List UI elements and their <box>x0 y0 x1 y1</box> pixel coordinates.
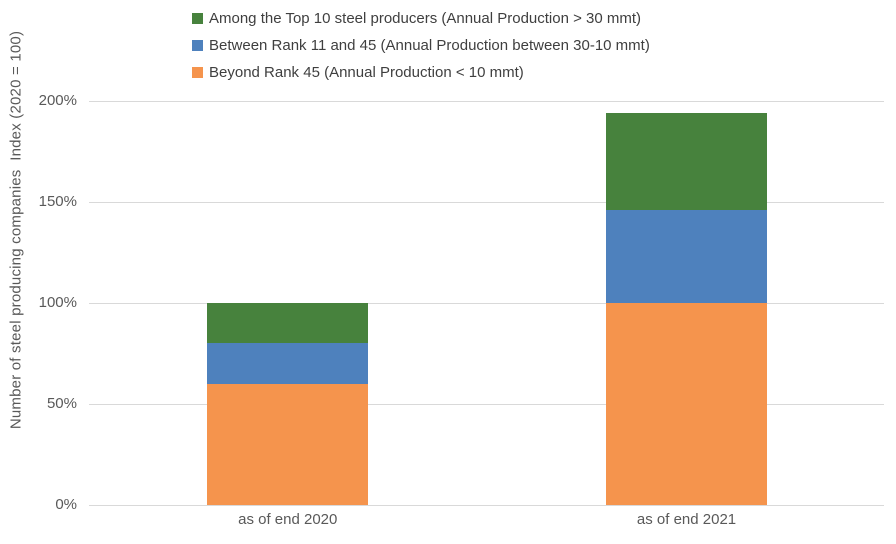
bar-segment-rank11to45 <box>207 343 369 384</box>
y-tick-label-100: 100% <box>38 294 77 311</box>
gridline-200 <box>89 100 884 102</box>
gridline-150 <box>89 201 884 203</box>
bar-segment-top10 <box>207 303 369 344</box>
plot-area <box>89 100 884 506</box>
legend-label-rank11to45: Between Rank 11 and 45 (Annual Productio… <box>209 37 650 54</box>
bar-as-of-end-2021 <box>606 113 768 505</box>
legend-swatch-icon-beyond45 <box>192 67 203 78</box>
gridline-100 <box>89 302 884 304</box>
bar-segment-top10 <box>606 113 768 211</box>
legend-swatch-icon-top10 <box>192 13 203 24</box>
y-tick-label-50: 50% <box>46 395 77 412</box>
legend-item-rank11to45: Between Rank 11 and 45 (Annual Productio… <box>192 32 650 59</box>
y-tick-label-150: 150% <box>38 193 77 210</box>
legend-label-beyond45: Beyond Rank 45 (Annual Production < 10 m… <box>209 64 524 81</box>
gridline-0 <box>89 504 884 506</box>
legend-item-beyond45: Beyond Rank 45 (Annual Production < 10 m… <box>192 59 650 86</box>
y-tick-label-0: 0% <box>55 496 77 513</box>
legend-item-top10: Among the Top 10 steel producers (Annual… <box>192 5 650 32</box>
bar-as-of-end-2020 <box>207 303 369 505</box>
bar-segment-beyond45 <box>207 383 369 505</box>
legend: Among the Top 10 steel producers (Annual… <box>192 5 650 86</box>
bar-segment-rank11to45 <box>606 210 768 303</box>
x-tick-label-2021: as of end 2021 <box>636 511 737 528</box>
y-axis-title: Number of steel producing companies Inde… <box>7 30 25 430</box>
x-tick-label-2020: as of end 2020 <box>238 511 338 528</box>
gridline-50 <box>89 403 884 405</box>
bar-segment-beyond45 <box>606 303 768 505</box>
legend-label-top10: Among the Top 10 steel producers (Annual… <box>209 10 642 27</box>
y-tick-label-200: 200% <box>38 92 77 109</box>
legend-swatch-icon-rank11to45 <box>192 40 203 51</box>
